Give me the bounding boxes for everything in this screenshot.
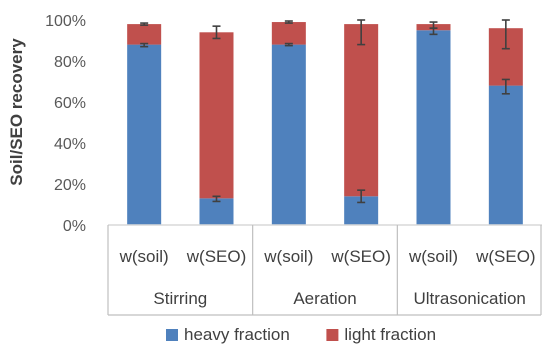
legend-label: heavy fraction [184, 325, 290, 344]
bar-light-fraction-3 [344, 24, 379, 197]
bar-heavy-fraction-0 [127, 44, 162, 225]
y-axis-ticks: 0% 20% 40% 60% 80% 100% [45, 13, 86, 235]
bars-layer [127, 22, 523, 225]
error-bars-layer [140, 19, 510, 204]
bar-heavy-fraction-4 [416, 30, 451, 225]
bar-light-fraction-0 [127, 24, 162, 45]
group-label: Aeration [293, 289, 356, 308]
legend: heavy fraction light fraction [166, 325, 436, 344]
bar-heavy-fraction-1 [199, 198, 234, 225]
y-tick-label: 60% [54, 95, 86, 112]
x-tick-label: w(soil) [408, 247, 458, 266]
x-tick-label: w(soil) [119, 247, 169, 266]
y-tick-label: 0% [63, 218, 86, 235]
legend-swatch [166, 329, 178, 341]
x-tick-label: w(SEO) [475, 247, 536, 266]
y-tick-label: 100% [45, 13, 86, 30]
x-tick-label: w(SEO) [186, 247, 247, 266]
y-tick-label: 40% [54, 136, 86, 153]
x-axis-table: w(soil) w(SEO) w(soil) w(SEO) w(soil) w(SEO) S… [107, 224, 542, 316]
bar-light-fraction-2 [271, 22, 306, 45]
y-axis-label: Soil/SEO recovery [7, 38, 26, 186]
bar-heavy-fraction-5 [488, 85, 523, 225]
legend-swatch [326, 329, 339, 341]
y-tick-label: 20% [54, 177, 86, 194]
x-tick-label: w(soil) [263, 247, 313, 266]
group-label: Ultrasonication [413, 289, 525, 308]
legend-label: light fraction [344, 325, 436, 344]
y-tick-label: 80% [54, 54, 86, 71]
x-tick-label: w(SEO) [330, 247, 391, 266]
group-label: Stirring [153, 289, 207, 308]
bar-heavy-fraction-2 [271, 44, 306, 225]
bar-light-fraction-1 [199, 32, 234, 199]
